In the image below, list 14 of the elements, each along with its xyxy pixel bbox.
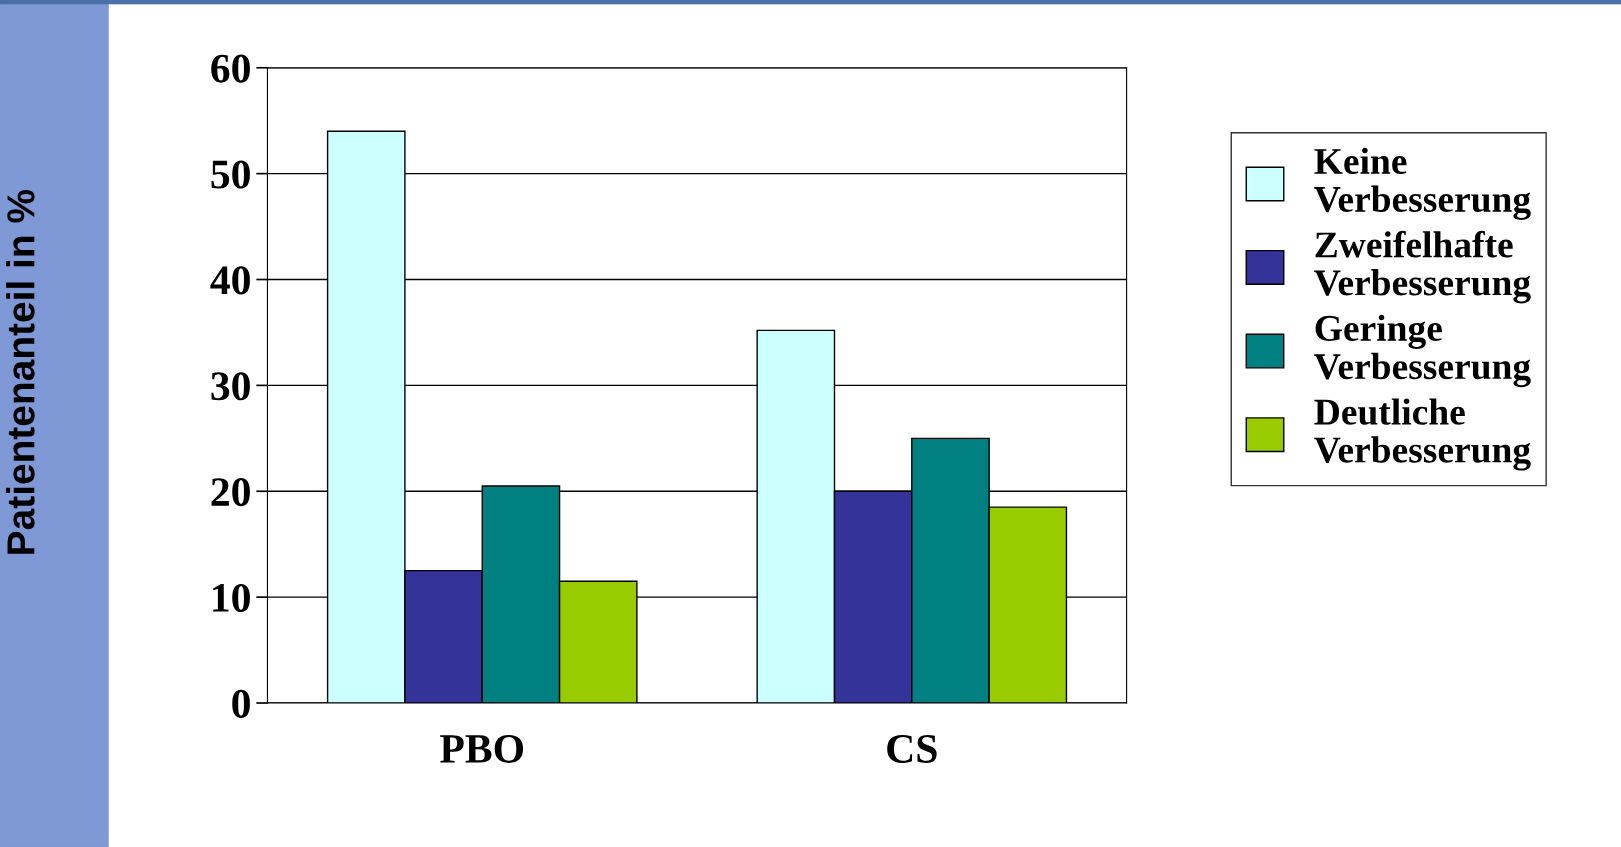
y-axis-title: Patientenanteil in % (6, 190, 35, 554)
x-tick-label: PBO (440, 734, 524, 763)
y-tick-label: 30 (211, 372, 250, 401)
legend-label: Geringe Verbesserung (1314, 314, 1531, 388)
y-tick-label: 40 (210, 266, 250, 295)
y-tick-label: 50 (211, 160, 250, 189)
legend-label: Keine Verbesserung (1314, 147, 1531, 220)
y-tick-label: 10 (213, 583, 250, 612)
x-tick-label: CS (887, 734, 937, 763)
legend-label: Deutliche Verbesserung (1314, 398, 1531, 471)
y-tick-label: 60 (211, 54, 250, 83)
y-tick-label: 0 (232, 689, 250, 718)
y-tick-label: 20 (211, 478, 250, 507)
legend-label: Zweifelhafte Verbesserung (1314, 230, 1531, 304)
